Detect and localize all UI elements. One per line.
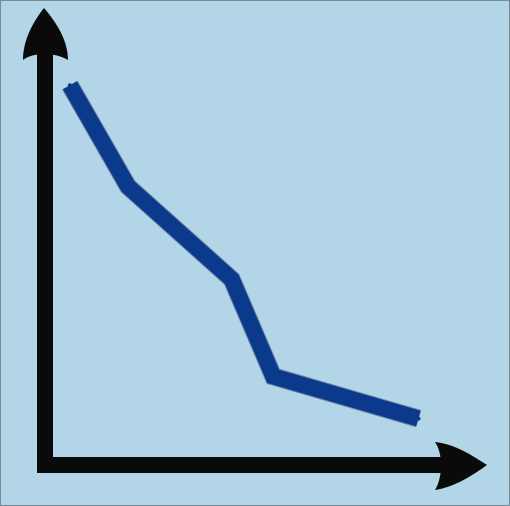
series-0-point-1 [126, 184, 130, 188]
series-0-point-0 [68, 83, 72, 87]
y-axis-line [37, 46, 53, 472]
series-0-point-4 [417, 417, 421, 421]
series-0-point-3 [271, 374, 275, 378]
series-0-point-2 [230, 277, 234, 281]
x-axis-line [37, 457, 445, 473]
